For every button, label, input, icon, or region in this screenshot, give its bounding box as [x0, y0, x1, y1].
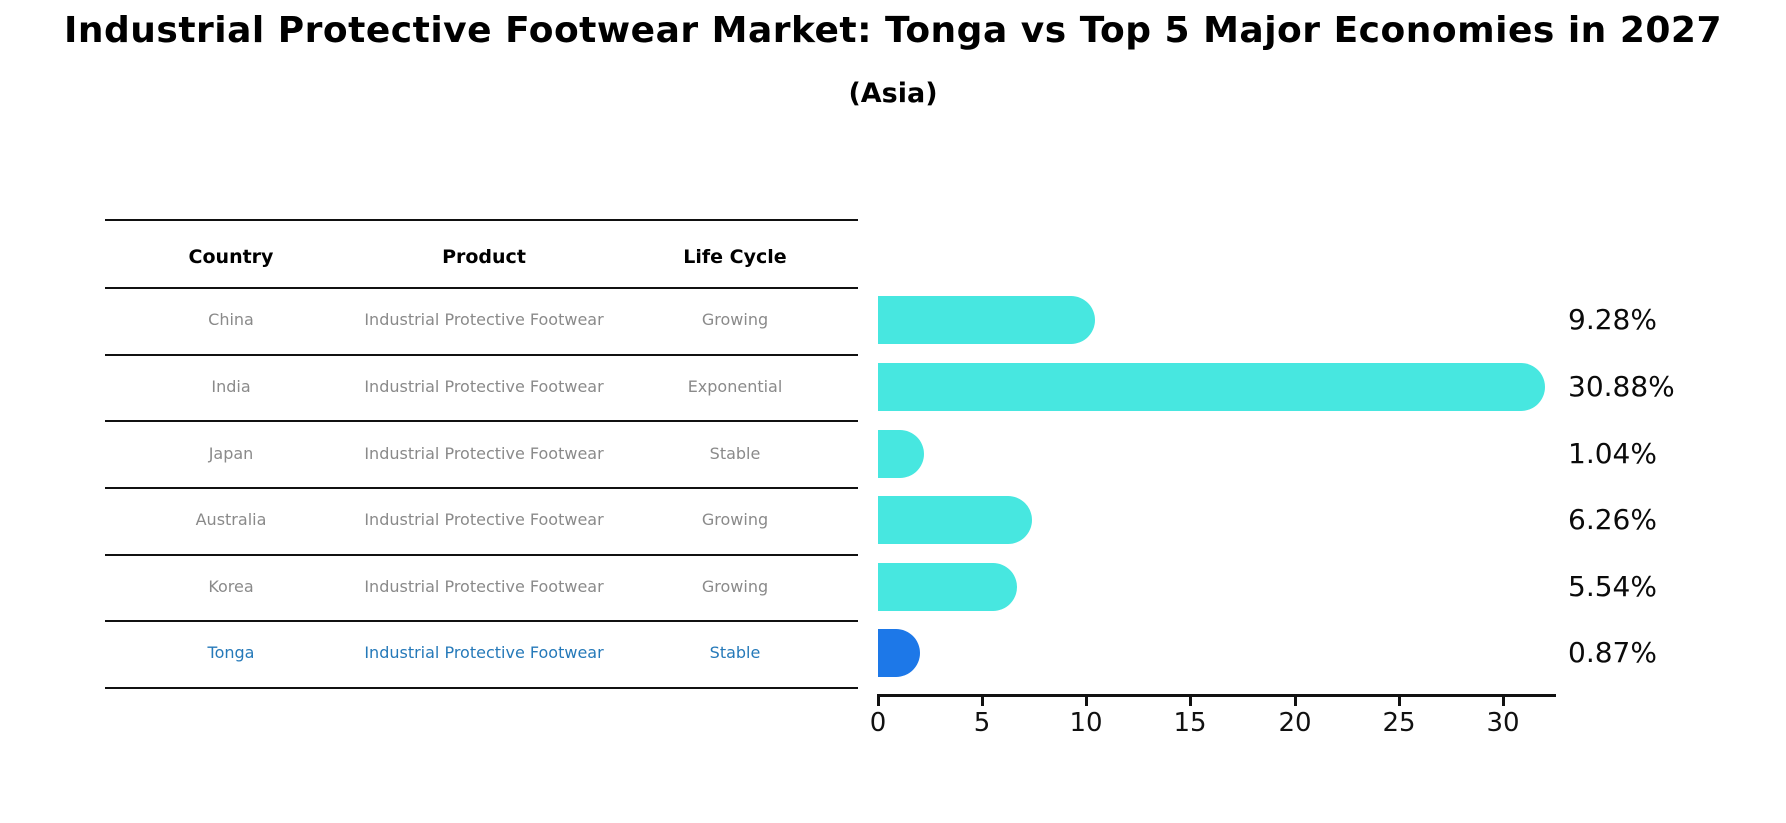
value-label-japan: 1.04%	[1568, 437, 1657, 470]
table-row-divider	[105, 420, 858, 422]
x-axis-tick	[981, 697, 984, 706]
table-row-divider	[105, 620, 858, 622]
x-axis-tick-label: 30	[1486, 708, 1520, 738]
x-axis-tick	[1502, 697, 1505, 706]
cell-product: Industrial Protective Footwear	[364, 510, 604, 529]
x-axis-tick	[877, 697, 880, 706]
cell-product: Industrial Protective Footwear	[364, 377, 604, 396]
cell-country: Tonga	[207, 643, 255, 662]
bar-japan	[878, 430, 924, 478]
x-axis-tick-label: 10	[1069, 708, 1103, 738]
cell-life-cycle: Growing	[701, 510, 769, 529]
value-label-australia: 6.26%	[1568, 503, 1657, 536]
x-axis-tick	[1085, 697, 1088, 706]
value-label-india: 30.88%	[1568, 370, 1675, 403]
table-row-divider	[105, 487, 858, 489]
bar-australia	[878, 496, 1033, 544]
x-axis-tick-label: 25	[1382, 708, 1416, 738]
cell-life-cycle: Growing	[701, 577, 769, 596]
cell-product: Industrial Protective Footwear	[364, 643, 604, 662]
column-header-life-cycle: Life Cycle	[683, 246, 787, 268]
x-axis-tick-label: 20	[1278, 708, 1312, 738]
x-axis-tick	[1398, 697, 1401, 706]
column-header-product: Product	[442, 246, 526, 268]
x-axis-tick-label: 0	[869, 708, 887, 738]
cell-country: China	[208, 310, 254, 329]
value-label-china: 9.28%	[1568, 303, 1657, 336]
cell-life-cycle: Exponential	[687, 377, 783, 396]
bar-korea	[878, 563, 1018, 611]
cell-life-cycle: Stable	[709, 444, 761, 463]
table-row-divider	[105, 554, 858, 556]
x-axis-tick-label: 5	[973, 708, 991, 738]
x-axis-tick-label: 15	[1173, 708, 1207, 738]
chart-subtitle: (Asia)	[848, 78, 938, 109]
cell-product: Industrial Protective Footwear	[364, 310, 604, 329]
x-axis-tick	[1294, 697, 1297, 706]
cell-country: Korea	[208, 577, 254, 596]
value-label-korea: 5.54%	[1568, 570, 1657, 603]
table-border-top	[105, 219, 858, 221]
table-border-header	[105, 287, 858, 289]
bar-tonga	[878, 629, 921, 677]
x-axis-tick	[1189, 697, 1192, 706]
table-row-divider	[105, 354, 858, 356]
cell-life-cycle: Growing	[701, 310, 769, 329]
value-label-tonga: 0.87%	[1568, 636, 1657, 669]
cell-product: Industrial Protective Footwear	[364, 444, 604, 463]
bar-china	[878, 296, 1096, 344]
chart-title: Industrial Protective Footwear Market: T…	[63, 10, 1723, 51]
cell-product: Industrial Protective Footwear	[364, 577, 604, 596]
cell-country: Japan	[208, 444, 254, 463]
cell-life-cycle: Stable	[709, 643, 761, 662]
table-border-bottom	[105, 687, 858, 689]
x-axis-line	[877, 694, 1556, 697]
column-header-country: Country	[188, 246, 274, 268]
cell-country: Australia	[195, 510, 267, 529]
bar-india	[878, 363, 1546, 411]
cell-country: India	[211, 377, 251, 396]
